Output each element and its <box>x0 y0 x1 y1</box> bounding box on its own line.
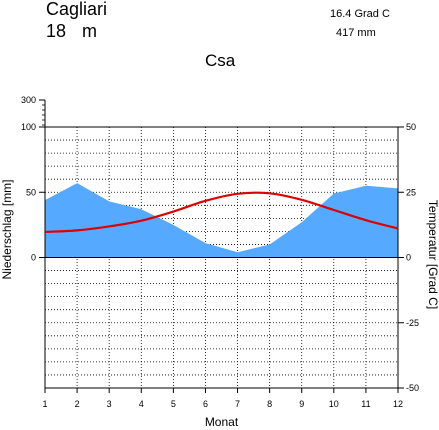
station-name: Cagliari <box>46 0 108 19</box>
elevation-value: 18 <box>46 21 67 41</box>
left-tick-label: 100 <box>21 122 36 132</box>
precipitation-area <box>45 183 398 258</box>
mean-temperature: 16.4 Grad C <box>330 8 390 20</box>
left-tick-label: 300 <box>21 95 36 105</box>
x-tick-label: 6 <box>203 399 208 409</box>
left-tick-label: 50 <box>26 187 36 197</box>
x-tick-label: 12 <box>393 399 403 409</box>
x-tick-label: 10 <box>329 399 339 409</box>
right-tick-label: 50 <box>406 122 416 132</box>
x-tick-label: 2 <box>75 399 80 409</box>
left-tick-label: 0 <box>31 253 36 263</box>
left-axis-label: Niederschlag [mm] <box>0 179 14 279</box>
elevation-unit: m <box>82 21 97 41</box>
x-tick-label: 4 <box>139 399 144 409</box>
right-tick-label: 0 <box>406 253 411 263</box>
right-tick-label: -25 <box>406 318 419 328</box>
x-tick-label: 1 <box>42 399 47 409</box>
plot-frame <box>44 126 399 389</box>
x-tick-label: 9 <box>299 399 304 409</box>
right-tick-label: -50 <box>406 383 419 393</box>
annual-precipitation: 417 mm <box>336 27 376 39</box>
x-tick-label: 8 <box>267 399 272 409</box>
x-axis-label: Monat <box>205 415 239 429</box>
x-tick-label: 7 <box>235 399 240 409</box>
axis-ticks <box>39 99 404 393</box>
right-tick-label: 25 <box>406 187 416 197</box>
chart-title: Csa <box>205 51 236 70</box>
x-tick-label: 3 <box>107 399 112 409</box>
right-axis-label: Temperatur [Grad C] <box>426 200 439 309</box>
temperature-line <box>44 191 399 234</box>
x-tick-label: 5 <box>171 399 176 409</box>
x-tick-label: 11 <box>361 399 370 409</box>
